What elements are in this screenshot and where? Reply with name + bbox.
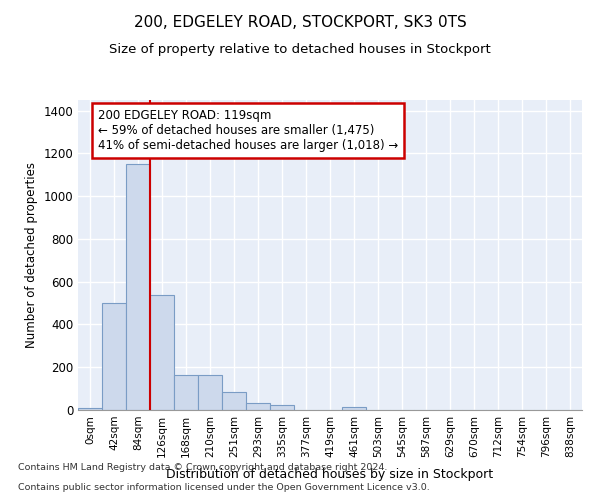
Y-axis label: Number of detached properties: Number of detached properties <box>25 162 38 348</box>
Text: Contains public sector information licensed under the Open Government Licence v3: Contains public sector information licen… <box>18 484 430 492</box>
Bar <box>222 392 246 410</box>
Bar <box>126 164 150 410</box>
Bar <box>342 407 366 410</box>
Bar <box>150 294 174 410</box>
X-axis label: Distribution of detached houses by size in Stockport: Distribution of detached houses by size … <box>166 468 494 481</box>
Bar <box>246 402 270 410</box>
Text: Size of property relative to detached houses in Stockport: Size of property relative to detached ho… <box>109 42 491 56</box>
Text: 200, EDGELEY ROAD, STOCKPORT, SK3 0TS: 200, EDGELEY ROAD, STOCKPORT, SK3 0TS <box>134 15 466 30</box>
Bar <box>78 408 102 410</box>
Bar <box>270 406 294 410</box>
Bar <box>102 303 126 410</box>
Text: Contains HM Land Registry data © Crown copyright and database right 2024.: Contains HM Land Registry data © Crown c… <box>18 464 388 472</box>
Text: 200 EDGELEY ROAD: 119sqm
← 59% of detached houses are smaller (1,475)
41% of sem: 200 EDGELEY ROAD: 119sqm ← 59% of detach… <box>98 110 398 152</box>
Bar <box>198 374 222 410</box>
Bar <box>174 374 198 410</box>
